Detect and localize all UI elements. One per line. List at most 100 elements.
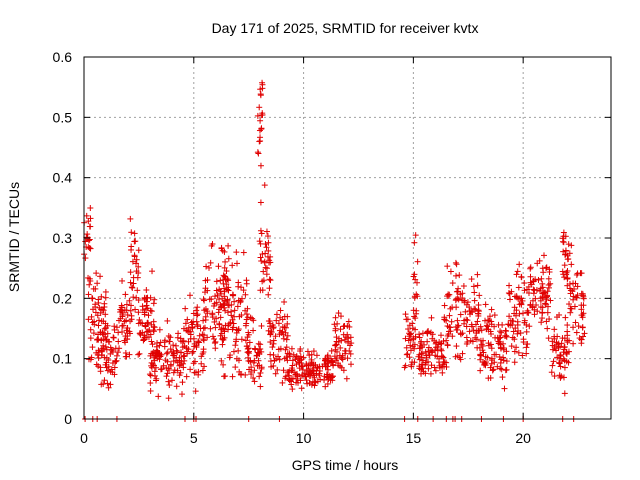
data-point bbox=[105, 384, 112, 391]
data-point bbox=[510, 328, 517, 335]
data-point bbox=[503, 358, 510, 365]
data-point bbox=[506, 296, 513, 303]
data-point bbox=[225, 277, 232, 284]
data-point bbox=[104, 367, 111, 374]
data-point bbox=[573, 271, 580, 278]
data-point bbox=[100, 307, 107, 314]
data-point bbox=[410, 307, 417, 314]
data-point bbox=[267, 259, 274, 266]
data-point bbox=[170, 349, 177, 356]
data-point bbox=[263, 244, 270, 251]
data-point bbox=[254, 149, 261, 156]
data-point bbox=[573, 294, 580, 301]
data-point bbox=[333, 348, 340, 355]
data-point bbox=[258, 257, 265, 264]
data-point bbox=[130, 280, 137, 287]
data-point bbox=[251, 378, 258, 385]
data-point bbox=[407, 342, 414, 349]
data-point bbox=[187, 292, 194, 299]
data-point bbox=[102, 294, 109, 301]
data-point bbox=[316, 363, 323, 370]
data-point bbox=[262, 240, 269, 247]
data-point bbox=[513, 271, 520, 278]
data-point bbox=[447, 268, 454, 275]
data-point bbox=[497, 344, 504, 351]
data-point bbox=[565, 348, 572, 355]
data-point bbox=[147, 331, 154, 338]
data-point bbox=[119, 311, 126, 318]
data-point bbox=[191, 343, 198, 350]
data-point bbox=[272, 333, 279, 340]
data-point bbox=[190, 348, 197, 355]
data-point bbox=[213, 315, 220, 322]
data-point bbox=[257, 86, 264, 93]
data-point bbox=[213, 287, 220, 294]
data-point bbox=[257, 117, 264, 124]
data-point bbox=[90, 330, 97, 337]
data-point bbox=[273, 311, 280, 318]
data-point bbox=[233, 249, 240, 256]
data-point bbox=[476, 292, 483, 299]
data-point bbox=[184, 316, 191, 323]
data-point bbox=[453, 326, 460, 333]
data-point bbox=[151, 372, 158, 379]
data-point bbox=[515, 349, 522, 356]
data-point bbox=[270, 340, 277, 347]
data-point bbox=[527, 265, 534, 272]
data-point bbox=[303, 371, 310, 378]
data-point bbox=[478, 327, 485, 334]
data-point bbox=[300, 354, 307, 361]
data-point bbox=[222, 373, 229, 380]
data-point bbox=[423, 354, 430, 361]
data-point bbox=[87, 204, 94, 211]
data-point bbox=[558, 373, 565, 380]
data-point bbox=[257, 199, 264, 206]
data-point bbox=[103, 354, 110, 361]
data-point bbox=[128, 284, 135, 291]
data-point bbox=[512, 293, 519, 300]
data-point bbox=[216, 306, 223, 313]
data-point bbox=[551, 373, 558, 380]
data-point bbox=[509, 334, 516, 341]
data-point bbox=[257, 341, 264, 348]
data-point bbox=[521, 280, 528, 287]
data-point bbox=[201, 363, 208, 370]
data-point bbox=[146, 326, 153, 333]
data-point bbox=[443, 317, 450, 324]
data-point bbox=[279, 379, 286, 386]
data-point bbox=[553, 347, 560, 354]
data-point bbox=[564, 267, 571, 274]
data-point bbox=[283, 336, 290, 343]
data-point bbox=[242, 322, 249, 329]
data-point bbox=[244, 334, 251, 341]
data-point bbox=[561, 390, 568, 397]
data-point bbox=[206, 296, 213, 303]
data-point bbox=[196, 332, 203, 339]
data-point bbox=[566, 301, 573, 308]
data-point bbox=[427, 347, 434, 354]
data-point bbox=[190, 310, 197, 317]
data-point bbox=[425, 365, 432, 372]
data-point bbox=[193, 312, 200, 319]
data-point bbox=[574, 283, 581, 290]
data-point bbox=[123, 307, 130, 314]
data-point bbox=[298, 385, 305, 392]
data-point bbox=[570, 296, 577, 303]
data-point bbox=[453, 261, 460, 268]
data-point bbox=[500, 357, 507, 364]
data-point bbox=[204, 334, 211, 341]
data-point bbox=[223, 268, 230, 275]
data-point bbox=[546, 266, 553, 273]
data-point bbox=[572, 319, 579, 326]
data-point bbox=[345, 318, 352, 325]
data-point bbox=[113, 324, 120, 331]
data-point bbox=[298, 362, 305, 369]
data-point bbox=[328, 358, 335, 365]
data-point bbox=[437, 340, 444, 347]
data-point bbox=[561, 364, 568, 371]
data-point bbox=[259, 110, 266, 117]
data-point bbox=[237, 299, 244, 306]
data-point bbox=[200, 296, 207, 303]
data-point bbox=[246, 339, 253, 346]
data-point bbox=[499, 321, 506, 328]
